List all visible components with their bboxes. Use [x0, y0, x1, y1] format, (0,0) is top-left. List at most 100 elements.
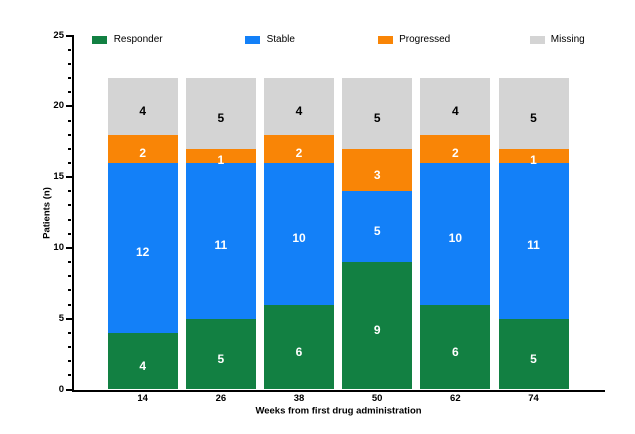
y-tick-label: 0 [58, 383, 64, 395]
y-tick-label: 15 [53, 171, 64, 183]
legend-label: Responder [113, 33, 163, 45]
x-tick-label: 38 [293, 392, 305, 404]
bar-segment-value: 9 [373, 323, 381, 338]
bar-segment-value: 4 [295, 103, 303, 118]
y-axis-minor-tick [68, 289, 72, 292]
bar-segment-missing: 5 [185, 78, 256, 149]
bar-segment-progressed: 2 [107, 134, 178, 163]
bar-segment-value: 6 [295, 344, 303, 359]
y-axis-minor-tick [68, 190, 72, 193]
y-axis-major-tick [66, 176, 72, 179]
bar-segment-value: 5 [217, 110, 225, 125]
bar-segment-value: 6 [451, 344, 459, 359]
bar-segment-stable: 5 [342, 191, 413, 263]
legend-item-progressed: Progressed [377, 33, 451, 45]
y-axis-minor-tick [68, 303, 72, 306]
y-axis-major-tick [66, 105, 72, 108]
bar-segment-progressed: 2 [264, 134, 335, 163]
y-axis-major-tick [66, 246, 72, 249]
bar-segment-value: 11 [527, 238, 540, 253]
bar-segment-value: 1 [217, 153, 225, 168]
y-axis-minor-tick [68, 48, 72, 51]
y-axis-minor-tick [68, 261, 72, 264]
bar-week-26: 5 11 1 5 [185, 0, 256, 390]
y-axis-minor-tick [68, 218, 72, 221]
x-axis-title: Weeks from first drug administration [255, 405, 422, 417]
bar-segment-progressed: 2 [420, 134, 491, 163]
y-axis-line [71, 34, 74, 392]
bar-segment-stable: 11 [498, 163, 569, 319]
y-axis-major-tick [66, 388, 72, 391]
bar-segment-progressed: 3 [342, 148, 413, 192]
bar-week-38: 6 10 2 4 [264, 0, 335, 390]
legend-label: Missing [550, 33, 585, 45]
y-tick-label: 20 [53, 100, 64, 112]
y-axis-minor-tick [68, 91, 72, 94]
bar-segment-progressed: 1 [498, 148, 569, 168]
y-axis-minor-tick [68, 77, 72, 80]
bar-week-62: 6 10 2 4 [420, 0, 491, 390]
legend-swatch-progressed [377, 35, 393, 44]
legend-swatch-responder [92, 35, 108, 44]
bar-segment-value: 2 [139, 146, 147, 161]
bar-segment-value: 5 [530, 110, 537, 125]
bar-segment-value: 12 [136, 245, 150, 260]
bar-week-50: 9 5 3 5 [342, 0, 413, 390]
bar-segment-value: 10 [292, 231, 306, 246]
y-axis-minor-tick [68, 346, 72, 349]
y-axis-minor-tick [68, 232, 72, 235]
bar-segment-value: 1 [530, 153, 537, 168]
x-tick-label: 62 [450, 392, 461, 404]
bar-segment-stable: 11 [185, 163, 256, 319]
y-axis-minor-tick [68, 162, 72, 165]
x-tick-label: 14 [137, 392, 148, 404]
y-axis-major-tick [66, 34, 72, 37]
bar-segment-value: 4 [451, 103, 459, 118]
y-axis-title: Patients (n) [41, 186, 52, 239]
legend-item-responder: Responder [92, 33, 163, 45]
bar-segment-missing: 5 [498, 78, 569, 149]
x-tick-label: 50 [371, 392, 383, 404]
bar-segment-progressed: 1 [185, 148, 256, 168]
bar-segment-responder: 6 [420, 304, 491, 390]
y-axis-minor-tick [68, 147, 72, 150]
y-tick-label: 5 [58, 312, 64, 324]
bar-segment-value: 5 [530, 351, 537, 366]
legend-label: Progressed [399, 33, 451, 45]
bar-segment-missing: 5 [342, 78, 413, 149]
bar-segment-stable: 10 [264, 163, 335, 305]
bar-segment-missing: 4 [264, 78, 335, 135]
bar-segment-value: 4 [139, 103, 147, 118]
y-axis-minor-tick [68, 360, 72, 363]
legend-item-missing: Missing [529, 33, 585, 45]
bar-segment-value: 11 [214, 238, 228, 253]
bar-segment-value: 2 [295, 146, 303, 161]
bar-segment-responder: 4 [107, 332, 178, 390]
bar-segment-missing: 4 [107, 78, 178, 135]
bar-segment-value: 5 [373, 110, 381, 125]
x-tick-label: 26 [215, 392, 227, 404]
y-axis-minor-tick [68, 374, 72, 377]
bar-segment-responder: 5 [498, 318, 569, 390]
y-axis-minor-tick [68, 133, 72, 136]
y-axis-minor-tick [68, 275, 72, 278]
bar-segment-value: 4 [139, 358, 147, 373]
legend-swatch-missing [529, 35, 545, 44]
y-axis-minor-tick [68, 331, 72, 334]
bar-segment-responder: 9 [342, 262, 413, 390]
bar-segment-stable: 10 [420, 163, 491, 305]
x-axis-line [71, 389, 605, 392]
y-axis-minor-tick [68, 204, 72, 207]
bar-week-74: 5 11 1 5 [498, 0, 569, 390]
bar-segment-missing: 4 [420, 78, 491, 135]
bar-segment-stable: 12 [107, 163, 178, 333]
y-axis-minor-tick [68, 62, 72, 65]
bar-segment-value: 2 [451, 146, 459, 161]
bar-segment-value: 10 [448, 231, 462, 246]
legend-swatch-stable [245, 35, 261, 44]
bar-segment-value: 3 [373, 167, 381, 182]
y-axis-major-tick [66, 317, 72, 320]
y-tick-label: 10 [53, 241, 64, 253]
x-tick-label: 74 [528, 392, 539, 404]
